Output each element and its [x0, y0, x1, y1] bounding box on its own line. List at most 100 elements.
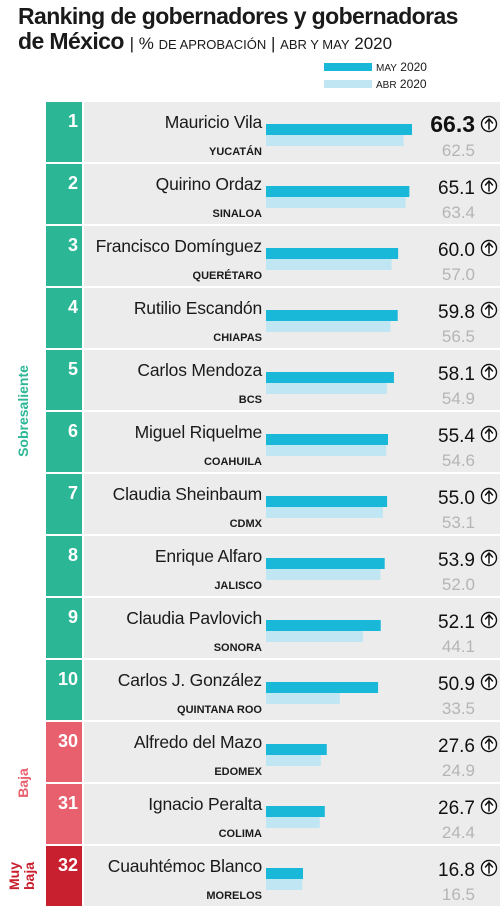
bar-abr: [266, 693, 340, 704]
bar-abr: [266, 321, 391, 332]
up-arrow-glyph: [484, 614, 494, 626]
rank-number: 2: [68, 173, 78, 193]
value-may: 66.3: [430, 111, 475, 137]
rank-cell: [46, 784, 82, 844]
legend-label-abr: abr 2020: [376, 77, 427, 93]
subtitle-percent: %: [138, 34, 154, 53]
rank-cell: [46, 350, 82, 410]
bar-may: [266, 310, 398, 321]
state-label: MORELOS: [206, 890, 262, 902]
rank-cell: [46, 536, 82, 596]
value-may: 16.8: [438, 860, 475, 881]
legend-swatch-may: [324, 63, 372, 71]
value-abr: 56.5: [442, 327, 475, 346]
legend-month-may: may: [376, 63, 397, 74]
value-may: 26.7: [438, 798, 475, 819]
title-mexico: de México: [18, 28, 124, 54]
state-label: CDMX: [230, 518, 263, 530]
state-label: SONORA: [214, 642, 262, 654]
governor-name: Cuauhtémoc Blanco: [108, 856, 262, 876]
value-abr: 54.6: [442, 451, 475, 470]
value-may: 60.0: [438, 240, 475, 261]
state-label: COLIMA: [219, 828, 262, 840]
up-arrow-glyph: [484, 180, 494, 192]
bar-abr: [266, 507, 383, 518]
up-arrow-glyph: [484, 118, 494, 130]
value-abr: 54.9: [442, 389, 475, 408]
governor-name: Carlos Mendoza: [137, 360, 262, 380]
title-line-2: de México | % de aprobación | abr y may …: [18, 29, 496, 57]
up-arrow-glyph: [484, 366, 494, 378]
value-abr: 24.9: [442, 761, 475, 780]
rank-cell: [46, 660, 82, 720]
value-abr: 52.0: [442, 575, 475, 594]
governor-name: Alfredo del Mazo: [134, 732, 262, 752]
up-arrow-glyph: [484, 304, 494, 316]
state-label: JALISCO: [214, 580, 262, 592]
state-label: CHIAPAS: [213, 332, 262, 344]
legend: may 2020 abr 2020: [324, 60, 464, 94]
governor-name: Claudia Sheinbaum: [113, 484, 262, 504]
governor-name: Mauricio Vila: [165, 112, 263, 132]
up-arrow-glyph: [484, 800, 494, 812]
value-abr: 24.4: [442, 823, 475, 842]
bar-abr: [266, 755, 321, 766]
title-line-1: Ranking de gobernadores y gobernadoras: [18, 3, 458, 29]
bar-may: [266, 434, 388, 445]
bar-may: [266, 248, 399, 259]
rank-cell: [46, 846, 82, 906]
up-arrow-glyph: [484, 428, 494, 440]
category-label: Muybaja: [6, 862, 37, 890]
up-arrow-glyph: [484, 862, 494, 874]
category-label: Sobresaliente: [15, 365, 31, 457]
rank-number: 8: [68, 545, 78, 565]
subtitle-year: 2020: [354, 34, 393, 53]
rank-number: 6: [68, 421, 78, 441]
legend-item-abr: abr 2020: [324, 77, 464, 91]
up-arrow-glyph: [484, 552, 494, 564]
bar-abr: [266, 879, 303, 890]
state-label: QUINTANA ROO: [177, 704, 262, 716]
rank-cell: [46, 412, 82, 472]
bar-abr: [266, 569, 381, 580]
state-label: EDOMEX: [214, 766, 262, 778]
legend-month-abr: abr: [376, 80, 397, 91]
value-may: 55.0: [438, 488, 475, 509]
legend-item-may: may 2020: [324, 60, 464, 74]
rank-number: 3: [68, 235, 78, 255]
rank-number: 5: [68, 359, 78, 379]
rank-number: 7: [68, 483, 78, 503]
up-arrow-glyph: [484, 738, 494, 750]
value-may: 52.1: [438, 612, 475, 633]
governor-name: Enrique Alfaro: [155, 546, 262, 566]
bar-may: [266, 868, 303, 879]
rank-cell: [46, 102, 82, 162]
rank-cell: [46, 474, 82, 534]
value-may: 53.9: [438, 550, 475, 571]
value-may: 55.4: [438, 426, 475, 447]
governor-name: Quirino Ordaz: [156, 174, 262, 194]
governor-name: Miguel Riquelme: [135, 422, 262, 442]
bar-abr: [266, 259, 392, 270]
legend-swatch-abr: [324, 80, 372, 88]
value-abr: 57.0: [442, 265, 475, 284]
category-label: Baja: [15, 768, 31, 798]
value-abr: 44.1: [442, 637, 475, 656]
category-label-part: baja: [21, 862, 37, 890]
governor-name: Francisco Domínguez: [96, 236, 262, 256]
governor-name: Rutilio Escandón: [134, 298, 262, 318]
up-arrow-glyph: [484, 490, 494, 502]
category-label-part: Muy: [6, 862, 22, 890]
rank-cell: [46, 288, 82, 348]
bar-abr: [266, 197, 406, 208]
up-arrow-glyph: [484, 242, 494, 254]
bar-may: [266, 620, 381, 631]
rank-cell: [46, 164, 82, 224]
chart-title: Ranking de gobernadores y gobernadoras d…: [18, 4, 496, 57]
legend-year-abr: 2020: [399, 77, 427, 91]
bar-abr: [266, 383, 387, 394]
bar-abr: [266, 631, 364, 642]
rank-number: 4: [68, 297, 78, 317]
rank-number: 1: [68, 111, 78, 131]
bar-may: [266, 682, 379, 693]
